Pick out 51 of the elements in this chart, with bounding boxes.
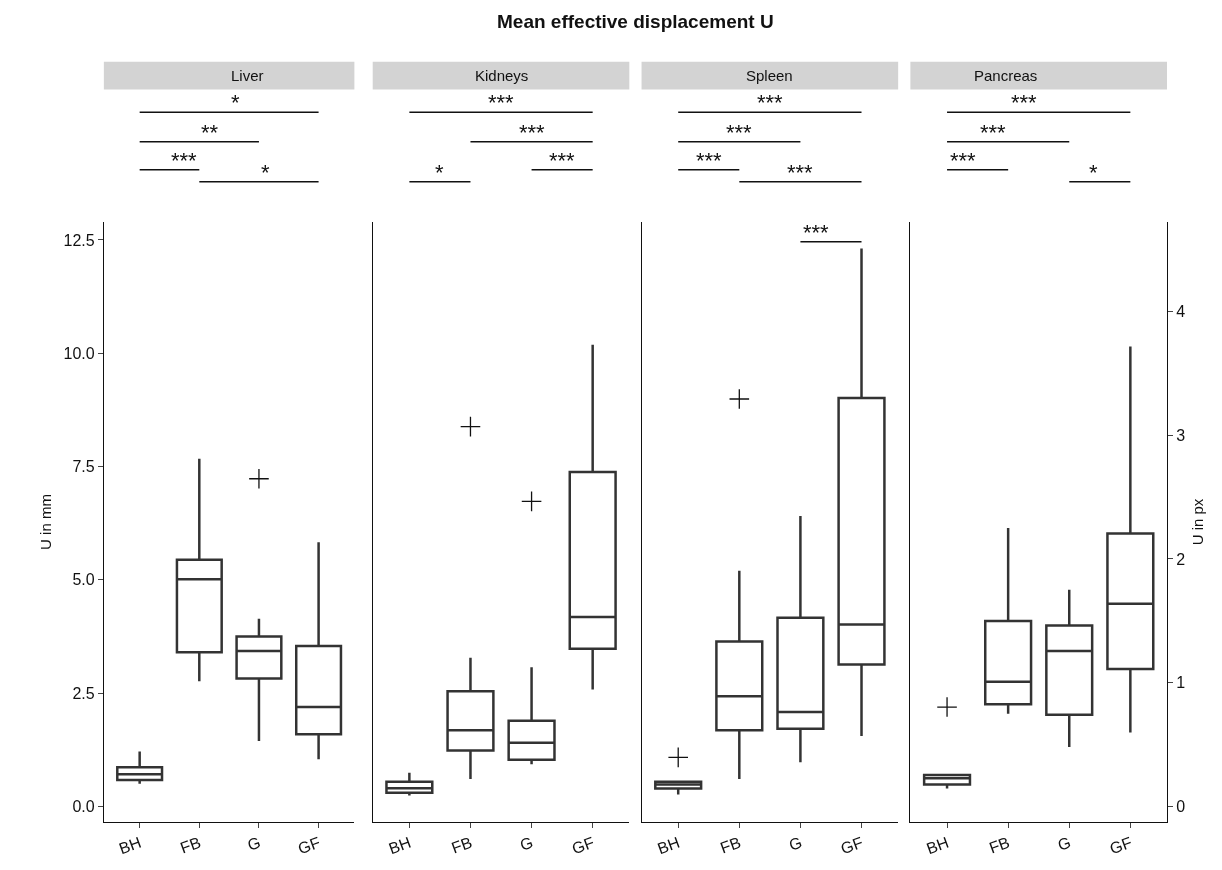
text: *** xyxy=(787,160,814,185)
x-tick-label: FB xyxy=(718,833,744,857)
y-tick-label: 7.5 xyxy=(72,458,95,476)
chart-subtitle: Kidneys xyxy=(475,67,529,84)
x-tick-label: BH xyxy=(116,833,144,858)
y2-tick-label: 1 xyxy=(1176,674,1186,692)
text: *** xyxy=(726,120,753,145)
y2-tick-label: 2 xyxy=(1176,550,1186,568)
text: *** xyxy=(171,148,198,173)
text: *** xyxy=(980,120,1007,145)
chart-subtitle: Pancreas xyxy=(974,67,1038,84)
text: *** xyxy=(549,148,576,173)
y-tick-label: 2.5 xyxy=(72,684,95,702)
x-tick-label: GF xyxy=(838,833,866,858)
x-tick-label: G xyxy=(245,833,263,854)
text: ** xyxy=(201,120,219,145)
y-tick-label: 5.0 xyxy=(72,571,95,589)
y-tick-label: 10.0 xyxy=(63,344,95,362)
y2-tick-label: 3 xyxy=(1176,426,1186,444)
x-tick-label: BH xyxy=(924,833,951,858)
x-tick-label: GF xyxy=(569,833,597,858)
y-tick-label: 0.0 xyxy=(72,797,95,815)
y-axis-title: U in mm xyxy=(36,494,54,550)
text: *** xyxy=(1011,90,1038,115)
x-tick-label: FB xyxy=(986,833,1012,857)
text: *** xyxy=(488,90,515,115)
text: *** xyxy=(757,90,784,115)
chart-subtitle: Spleen xyxy=(746,67,793,84)
text: * xyxy=(261,160,270,185)
y2-tick-label: 4 xyxy=(1176,303,1186,321)
chart-subtitle: Liver xyxy=(231,67,264,84)
annotation: *** xyxy=(803,220,830,245)
x-tick-label: G xyxy=(1055,833,1074,854)
x-tick-label: GF xyxy=(1107,833,1135,858)
text: *** xyxy=(696,148,723,173)
text: * xyxy=(1089,160,1098,185)
x-tick-label: BH xyxy=(655,833,682,858)
text: * xyxy=(435,160,444,185)
y2-axis-title: U in px xyxy=(1189,498,1207,546)
x-tick-label: BH xyxy=(386,833,414,858)
x-tick-label: FB xyxy=(178,833,204,857)
text: Mean effective displacement U xyxy=(497,11,774,32)
x-tick-label: FB xyxy=(449,833,475,857)
y2-tick-label: 0 xyxy=(1176,797,1186,815)
y-tick-label: 12.5 xyxy=(63,231,95,249)
x-tick-label: G xyxy=(786,833,805,854)
text: *** xyxy=(950,148,977,173)
text: *** xyxy=(519,120,546,145)
x-tick-label: GF xyxy=(295,833,323,858)
x-tick-label: G xyxy=(517,833,536,854)
text: * xyxy=(231,90,240,115)
